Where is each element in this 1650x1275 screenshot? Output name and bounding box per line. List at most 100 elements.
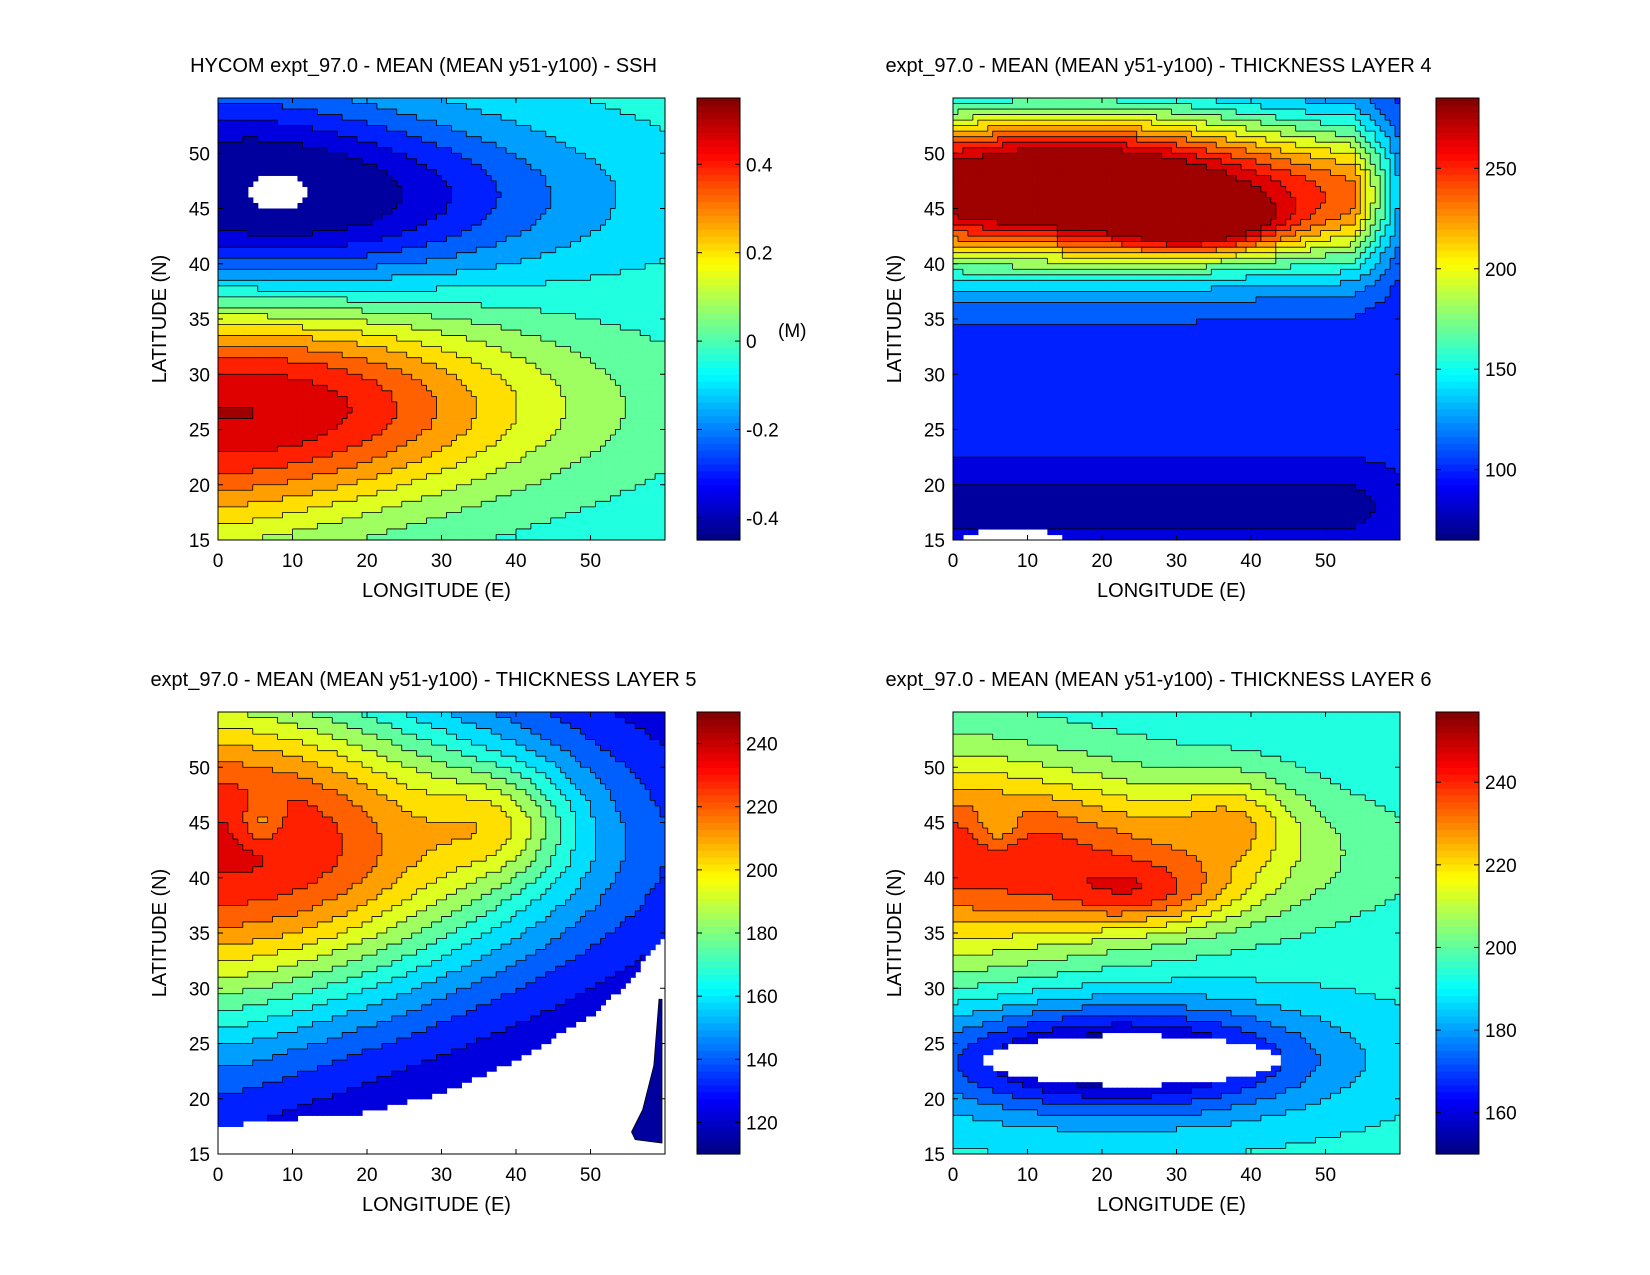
colorbar-step [697, 429, 740, 438]
colorbar-step [1436, 822, 1479, 831]
colorbar-step [1436, 746, 1479, 755]
colorbar-step [697, 857, 740, 865]
colorbar-step [697, 243, 740, 251]
colorbar-step [697, 353, 740, 362]
colorbar-step [697, 946, 740, 955]
colorbar-step [1436, 153, 1479, 161]
colorbar-step [1436, 146, 1479, 154]
colorbar-step [697, 746, 740, 755]
colorbar-step [697, 146, 740, 154]
colorbar-tick-label: 250 [1485, 159, 1517, 180]
colorbar: -0.4 -0.2 0 0.2 0.4 (M) [696, 97, 806, 541]
colorbar-step [697, 229, 740, 237]
colorbar-step [1436, 1064, 1479, 1072]
colorbar-step [697, 884, 740, 893]
y-tick-label: 20 [924, 476, 945, 497]
colorbar-step [1436, 194, 1479, 203]
colorbar-step [1436, 470, 1479, 479]
colorbar-step [697, 974, 740, 982]
colorbar-step [1436, 884, 1479, 893]
colorbar-step [697, 118, 740, 127]
colorbar-step [697, 829, 740, 837]
colorbar-step [1436, 450, 1479, 458]
colorbar-step [697, 208, 740, 217]
colorbar-step [1436, 436, 1479, 444]
colorbar-step [697, 284, 740, 292]
colorbar-step [697, 325, 740, 334]
colorbar-step [697, 725, 740, 734]
colorbar-step [697, 277, 740, 286]
colorbar-step [697, 477, 740, 486]
colorbar-step [1436, 305, 1479, 313]
colorbar-step [1436, 408, 1479, 417]
colorbar-step [697, 139, 740, 147]
colorbar-step [1436, 981, 1479, 989]
colorbar-step [1436, 526, 1479, 534]
x-tick-label: 50 [1315, 1165, 1336, 1186]
x-tick-label: 40 [1240, 551, 1261, 572]
y-tick-label: 50 [924, 758, 945, 779]
y-tick-label: 15 [189, 531, 210, 552]
colorbar-step [697, 98, 740, 106]
colorbar-step [697, 312, 740, 320]
colorbar-step [1436, 974, 1479, 982]
colorbar-step [1436, 1043, 1479, 1052]
colorbar-step [1436, 125, 1479, 134]
x-tick-label: 50 [1315, 551, 1336, 572]
x-axis-label: LONGITUDE (E) [362, 580, 511, 602]
colorbar-step [1436, 160, 1479, 168]
colorbar-tick-label: 220 [746, 798, 778, 819]
y-axis-label: LATITUDE (N) [884, 869, 906, 998]
y-tick-label: 40 [189, 255, 210, 276]
colorbar-step [697, 787, 740, 796]
colorbar-step [1436, 381, 1479, 389]
colorbar-step [697, 388, 740, 396]
colorbar-step [697, 470, 740, 479]
colorbar-step [1436, 787, 1479, 796]
colorbar-step [697, 1036, 740, 1045]
colorbar-step [1436, 533, 1479, 541]
colorbar-step [697, 194, 740, 203]
colorbar-step [697, 408, 740, 417]
contour-lines [218, 98, 665, 540]
contour-field [218, 98, 665, 540]
colorbar-step [1436, 256, 1479, 265]
y-tick-label: 50 [189, 758, 210, 779]
colorbar-step [1436, 270, 1479, 279]
colorbar-step [697, 222, 740, 230]
colorbar-step [697, 843, 740, 851]
colorbar-step [1436, 815, 1479, 824]
colorbar-step [697, 1002, 740, 1010]
colorbar-step [697, 215, 740, 223]
colorbar-step [697, 160, 740, 168]
x-axis-label: LONGITUDE (E) [1097, 1194, 1246, 1216]
colorbar-step [697, 781, 740, 789]
colorbar-tick-label: 180 [746, 924, 778, 945]
colorbar-step [1436, 953, 1479, 962]
x-tick-label: 50 [580, 1165, 601, 1186]
colorbar-step [697, 1015, 740, 1024]
y-tick-label: 45 [924, 200, 945, 221]
colorbar-step [1436, 167, 1479, 175]
colorbar-step [1436, 291, 1479, 299]
colorbar-step [1436, 967, 1479, 976]
colorbar-step [1436, 111, 1479, 120]
colorbar-step [697, 270, 740, 279]
colorbar-step [1436, 388, 1479, 396]
colorbar-step [697, 905, 740, 913]
y-tick-label: 50 [924, 144, 945, 165]
x-tick-label: 20 [356, 1165, 377, 1186]
colorbar-step [1436, 346, 1479, 355]
colorbar-step [1436, 1119, 1479, 1127]
colorbar-step [697, 1043, 740, 1052]
colorbar-step [1436, 1036, 1479, 1045]
colorbar-step [1436, 1002, 1479, 1010]
colorbar-step [1436, 312, 1479, 320]
colorbar-step [1436, 926, 1479, 934]
colorbar-step [697, 891, 740, 900]
colorbar-step [1436, 325, 1479, 334]
colorbar-tick-label: -0.2 [746, 421, 779, 442]
colorbar-step [697, 822, 740, 831]
colorbar-frame [696, 97, 741, 541]
